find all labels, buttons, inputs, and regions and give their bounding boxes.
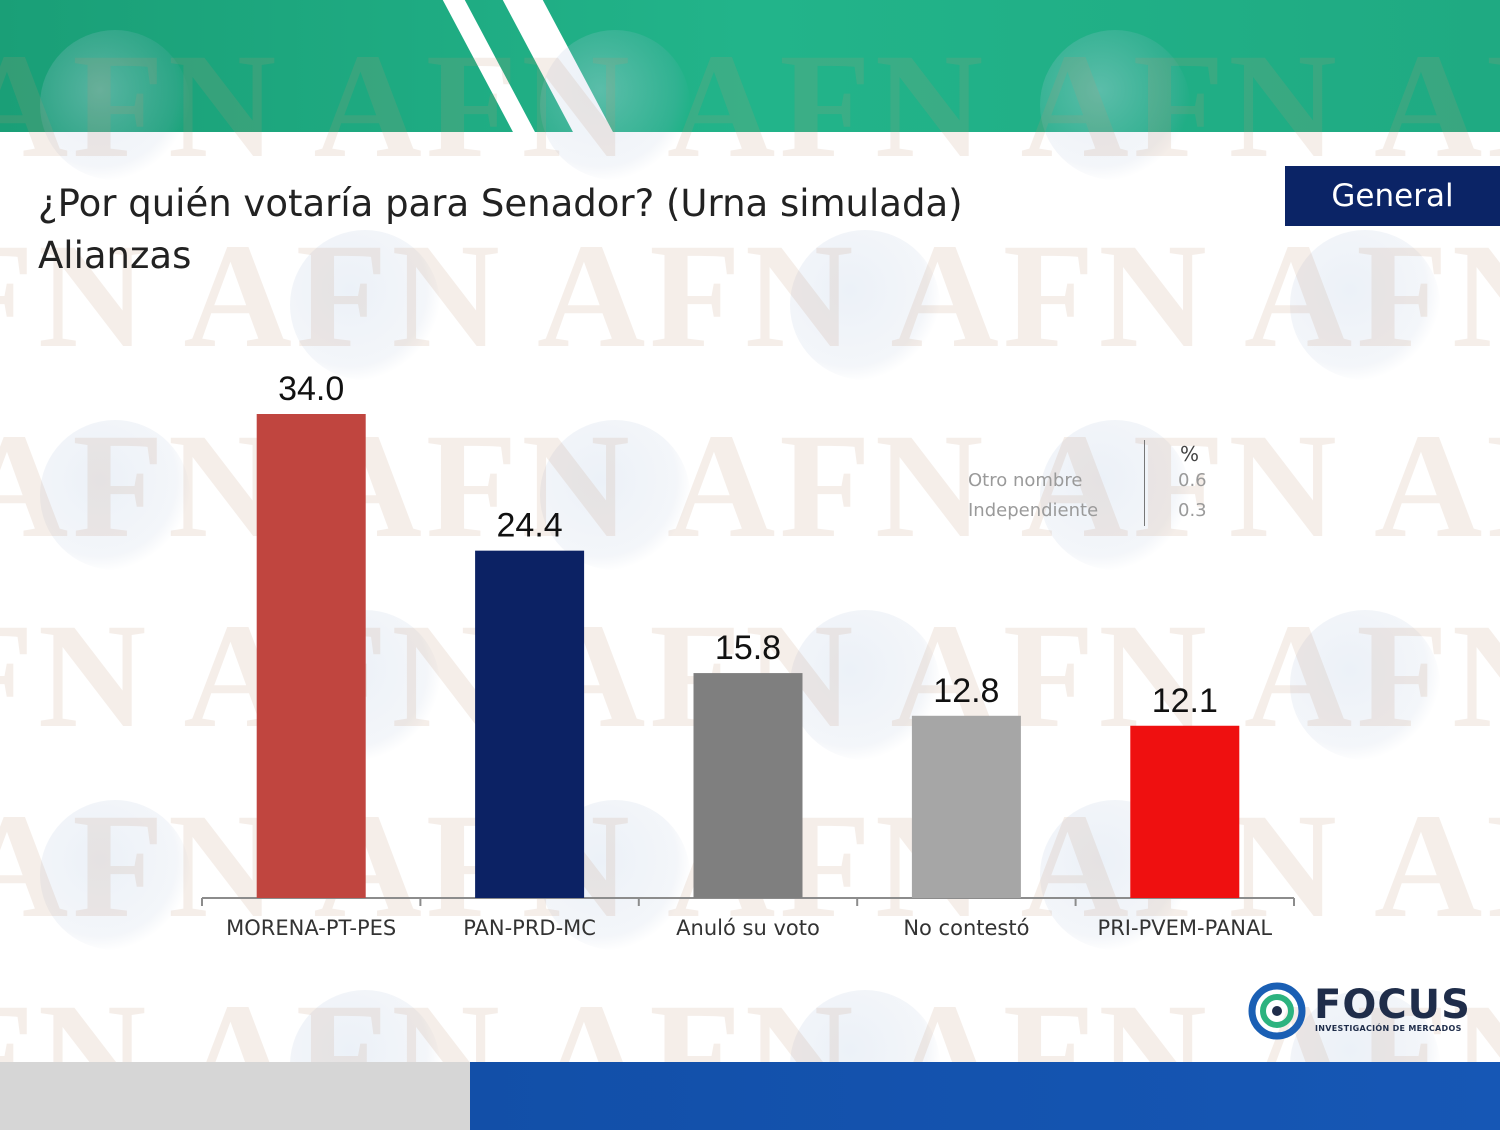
table-row-value: 0.3 xyxy=(1178,500,1207,521)
bar xyxy=(256,414,366,898)
bar xyxy=(1130,725,1240,898)
focus-logo-icon xyxy=(1248,982,1306,1040)
bar xyxy=(475,550,585,898)
table-separator xyxy=(1144,440,1145,526)
table-row-value: 0.6 xyxy=(1178,470,1207,491)
logo-name: FOCUS xyxy=(1314,982,1471,1028)
bar xyxy=(693,673,803,898)
bar-value-label: 12.8 xyxy=(933,672,999,710)
footer-left-band xyxy=(0,1062,470,1130)
header-band xyxy=(0,0,1500,132)
bar-value-label: 15.8 xyxy=(715,629,781,667)
footer-right-band xyxy=(470,1062,1500,1130)
x-axis-category-label: PAN-PRD-MC xyxy=(463,916,596,940)
title-line-1: ¿Por quién votaría para Senador? (Urna s… xyxy=(38,182,963,225)
x-axis-category-label: No contestó xyxy=(903,916,1029,940)
bar-value-label: 24.4 xyxy=(497,507,563,545)
x-axis-category-label: MORENA-PT-PES xyxy=(226,916,396,940)
chart-title: ¿Por quién votaría para Senador? (Urna s… xyxy=(38,178,963,282)
general-badge: General xyxy=(1285,166,1500,226)
table-header-percent: % xyxy=(1180,442,1200,466)
bar xyxy=(911,715,1021,898)
bar-value-label: 12.1 xyxy=(1152,682,1218,720)
logo-tagline: INVESTIGACIÓN DE MERCADOS xyxy=(1315,1024,1462,1033)
table-row: Independiente 0.3 xyxy=(968,500,1228,528)
table-row-label: Otro nombre xyxy=(968,470,1083,491)
bar-value-label: 34.0 xyxy=(278,370,344,408)
x-axis-category-label: PRI-PVEM-PANAL xyxy=(1098,916,1273,940)
title-line-2: Alianzas xyxy=(38,234,192,277)
other-responses-table: % Otro nombre 0.6 Independiente 0.3 xyxy=(960,440,1230,530)
table-row: Otro nombre 0.6 xyxy=(968,470,1228,498)
x-axis-category-label: Anuló su voto xyxy=(676,916,820,940)
focus-logo: FOCUS INVESTIGACIÓN DE MERCADOS xyxy=(1248,982,1478,1042)
table-row-label: Independiente xyxy=(968,500,1099,521)
